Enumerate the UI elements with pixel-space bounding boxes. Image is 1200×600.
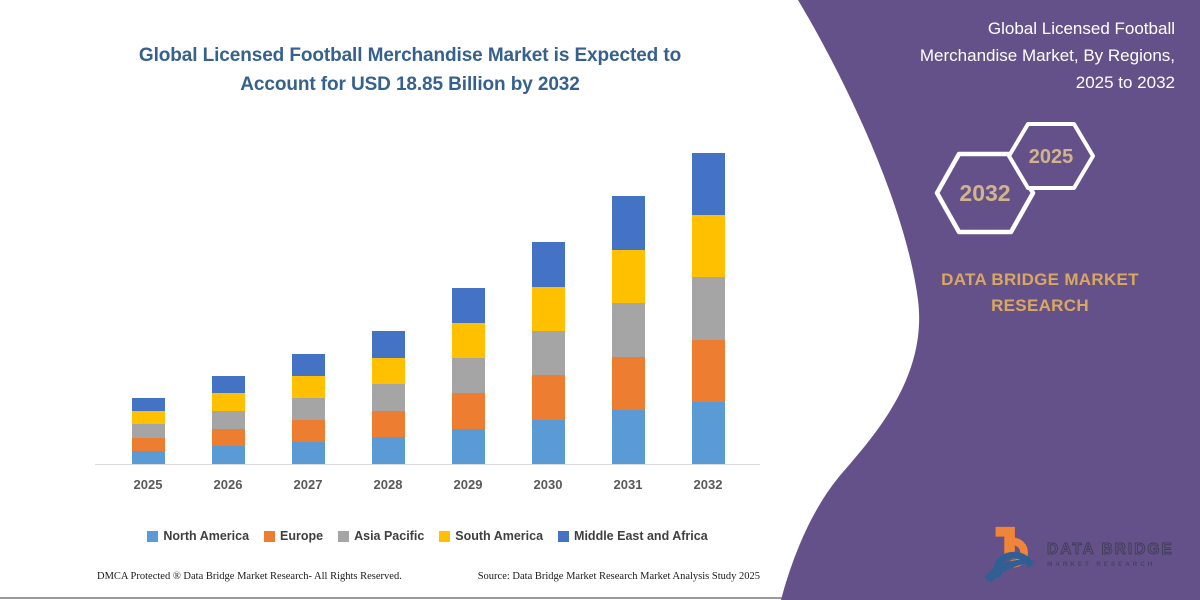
chart-title: Global Licensed Football Merchandise Mar… [138, 45, 682, 95]
bar-segment-south-america [451, 322, 485, 359]
bar-segment-europe [371, 410, 405, 438]
x-axis-label-2030: 2030 [533, 477, 563, 492]
chart-legend: North America Europe Asia Pacific South Ame… [95, 529, 760, 543]
bar-segment-north-america [291, 441, 325, 464]
bar-2030 [531, 242, 565, 464]
bar-segment-middle-east-and-africa [691, 153, 725, 216]
legend-item-europe: Europe [264, 529, 323, 543]
x-axis-label-2026: 2026 [213, 477, 243, 492]
bar-segment-north-america [611, 410, 645, 464]
bar-segment-middle-east-and-africa [451, 287, 485, 323]
x-axis-label-2027: 2027 [293, 477, 323, 492]
bar-segment-europe [531, 375, 565, 420]
bar-segment-north-america [211, 446, 245, 464]
legend-swatch-icon [439, 530, 451, 542]
bar-segment-north-america [371, 437, 405, 464]
bar-segment-middle-east-and-africa [291, 353, 325, 376]
bar-segment-asia-pacific [371, 384, 405, 411]
brand-wordmark: DATA BRIDGE MARKET RESEARCH [941, 270, 1139, 316]
bar-segment-asia-pacific [531, 330, 565, 376]
legend-label: South America [455, 529, 544, 543]
x-axis-label-2031: 2031 [613, 477, 643, 492]
bar-segment-north-america [531, 419, 565, 464]
hexagon-2032-label: 2032 [959, 180, 1010, 206]
bar-segment-middle-east-and-africa [611, 196, 645, 250]
bar-segment-asia-pacific [131, 424, 165, 438]
bar-segment-middle-east-and-africa [131, 398, 165, 412]
purple-panel-path [781, 0, 1200, 600]
bar-2026 [211, 375, 245, 464]
bar-segment-south-america [131, 411, 165, 425]
bar-segment-south-america [691, 215, 725, 278]
bar-segment-europe [291, 419, 325, 442]
legend-item-middle-east-and-africa: Middle East and Africa [558, 529, 708, 543]
bar-segment-asia-pacific [291, 397, 325, 420]
bar-segment-europe [211, 428, 245, 447]
bar-2025 [131, 398, 165, 464]
bar-2027 [291, 353, 325, 464]
x-axis-label-2028: 2028 [373, 477, 403, 492]
bar-segment-south-america [211, 393, 245, 412]
legend-label: North America [163, 529, 250, 543]
bar-segment-south-america [371, 357, 405, 385]
hexagon-2025-label: 2025 [1029, 146, 1074, 168]
legend-swatch-icon [147, 530, 159, 542]
legend-swatch-icon [338, 530, 350, 542]
footer: DMCA Protected ® Data Bridge Market Rese… [97, 571, 760, 582]
hexagon-2032-outline-icon [934, 151, 1036, 235]
hexagon-badges: 2032 2025 [934, 122, 1095, 235]
x-axis-label-2032: 2032 [693, 477, 723, 492]
bar-2031 [611, 196, 645, 464]
legend-item-north-america: North America [147, 529, 249, 543]
bar-segment-europe [131, 437, 165, 451]
legend-swatch-icon [264, 530, 276, 542]
bar-segment-europe [691, 339, 725, 402]
footer-source-text: Source: Data Bridge Market Research Mark… [477, 571, 760, 582]
legend-label: Middle East and Africa [574, 529, 708, 543]
bar-segment-asia-pacific [211, 411, 245, 429]
legend-item-asia-pacific: Asia Pacific [338, 529, 424, 543]
bar-segment-north-america [451, 428, 485, 464]
bar-segment-south-america [291, 375, 325, 398]
footer-dmca-text: DMCA Protected ® Data Bridge Market Rese… [97, 571, 402, 582]
legend-item-south-america: South America [439, 529, 543, 543]
bar-segment-europe [451, 393, 485, 429]
legend-label: Europe [280, 529, 324, 543]
bar-segment-asia-pacific [611, 303, 645, 357]
legend-label: Asia Pacific [354, 529, 425, 543]
data-bridge-b-swoosh-icon [984, 526, 1038, 583]
logo-subtitle-text: MARKET RESEARCH [1047, 560, 1156, 568]
bar-segment-asia-pacific [691, 277, 725, 340]
legend-swatch-icon [558, 530, 570, 542]
hexagon-2025-outline-icon [1007, 122, 1095, 190]
chart-plot [95, 145, 760, 465]
bar-segment-middle-east-and-africa [211, 375, 245, 394]
bar-segment-europe [611, 356, 645, 411]
data-bridge-logo: DATA BRIDGE MARKET RESEARCH [983, 524, 1174, 584]
bar-2032 [691, 153, 725, 464]
bar-segment-south-america [611, 249, 645, 304]
x-axis-label-2029: 2029 [453, 477, 483, 492]
x-axis-label-2025: 2025 [133, 477, 163, 492]
bar-2028 [371, 331, 405, 464]
bar-segment-north-america [131, 450, 165, 464]
bar-segment-north-america [691, 401, 725, 464]
x-axis: 2025 2026 2027 2028 2029 2030 2031 2032 [95, 477, 760, 497]
bottom-divider [0, 597, 1200, 599]
logo-name-text: DATA BRIDGE [1047, 540, 1174, 558]
panel-title: Global Licensed Football Merchandise Mar… [919, 19, 1175, 93]
bar-segment-middle-east-and-africa [531, 242, 565, 287]
bar-segment-south-america [531, 286, 565, 331]
bar-segment-middle-east-and-africa [371, 331, 405, 358]
bar-2029 [451, 287, 485, 464]
bar-segment-asia-pacific [451, 358, 485, 394]
